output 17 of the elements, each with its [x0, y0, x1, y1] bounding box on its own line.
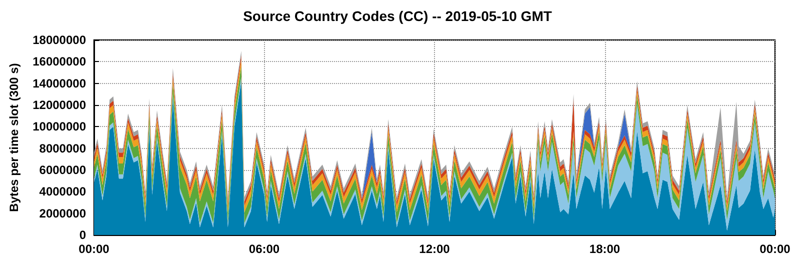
y-tick-label: 12000000 [32, 98, 86, 112]
y-tick-label: 2000000 [39, 206, 86, 220]
x-tick-label: 00:00 [78, 242, 110, 256]
x-tick-label: 06:00 [248, 242, 280, 256]
y-tick-label: 14000000 [32, 76, 86, 90]
x-tick-label: 00:00 [760, 242, 791, 256]
y-tick-label: 8000000 [39, 141, 86, 156]
x-tick-label: 18:00 [589, 242, 620, 256]
chart-title: Source Country Codes (CC) -- 2019-05-10 GMT [243, 8, 552, 24]
y-tick-label: 10000000 [32, 120, 86, 134]
x-tick-label: 12:00 [419, 242, 450, 256]
y-tick-label: 16000000 [32, 54, 86, 69]
y-axis-title: Bytes per time slot (300 s) [7, 63, 21, 212]
y-tick-label: 4000000 [39, 184, 86, 199]
y-tick-label: 6000000 [39, 163, 86, 177]
y-tick-label: 0 [79, 228, 86, 242]
y-tick-label: 18000000 [32, 33, 86, 47]
